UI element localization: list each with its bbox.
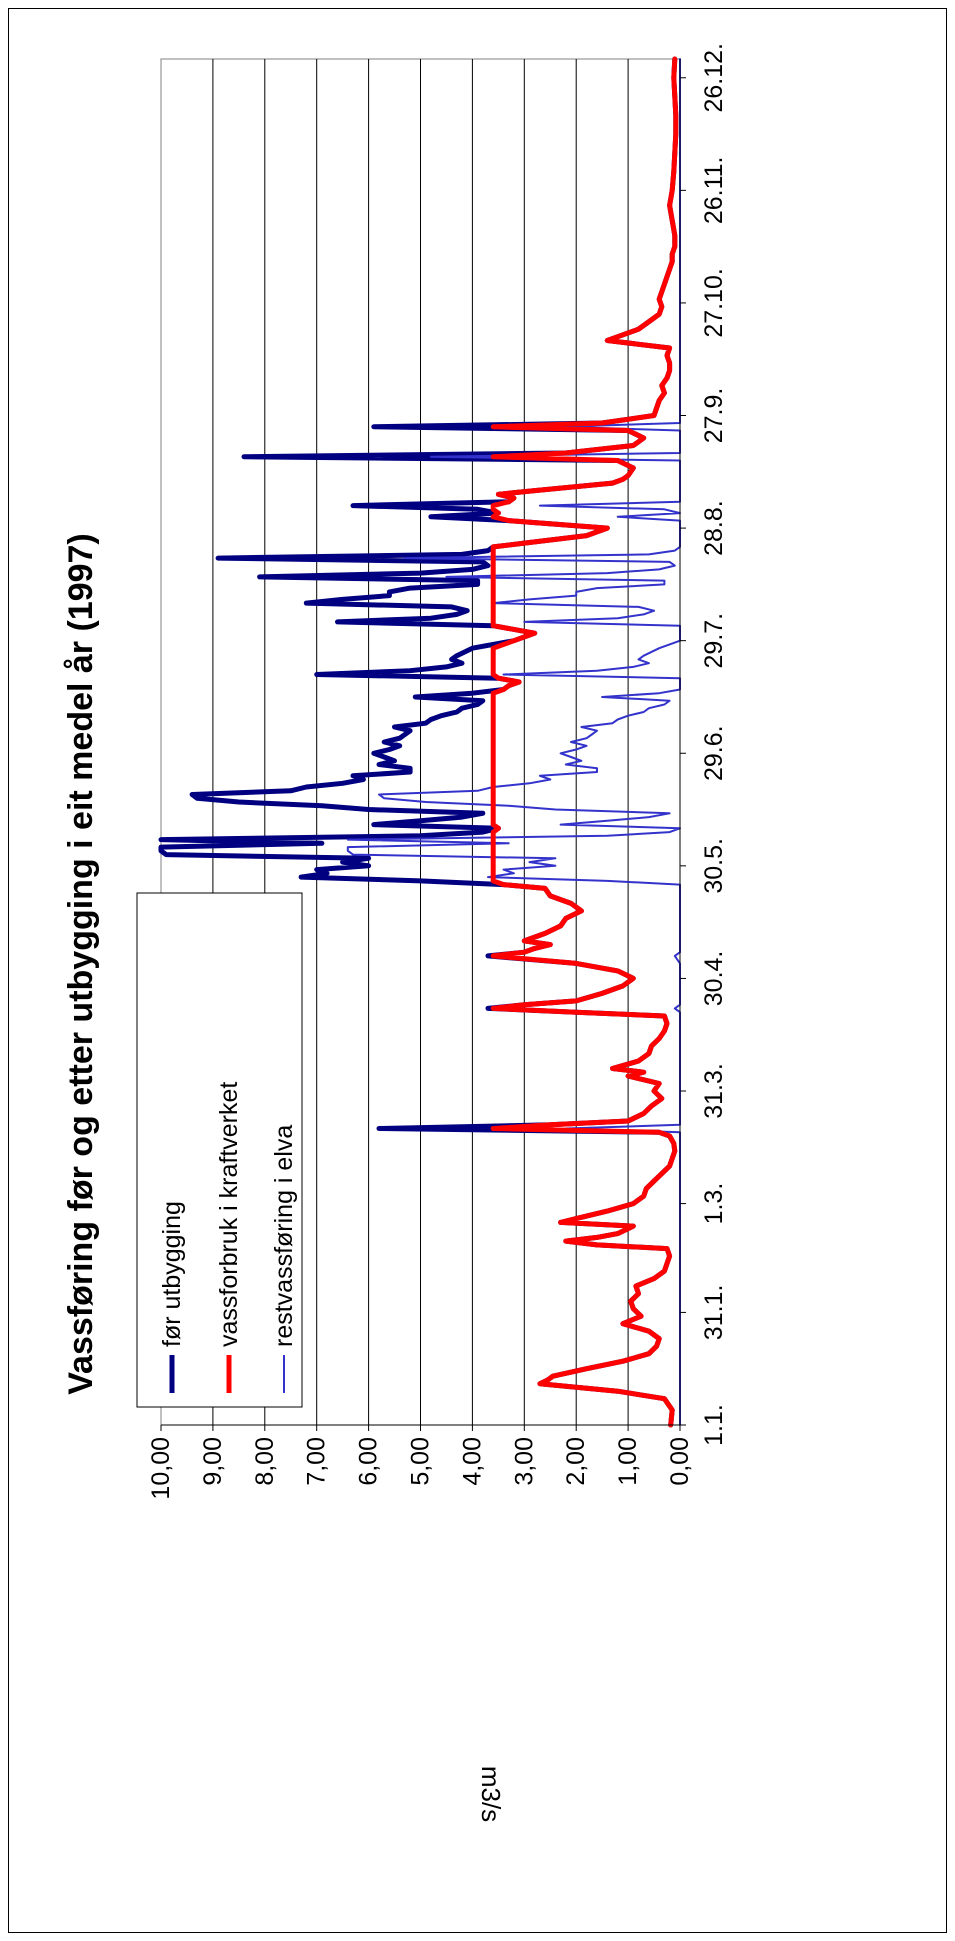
y-tick-label: 3,00 <box>510 1437 538 1486</box>
legend-label: restvassføring i elva <box>270 1125 298 1347</box>
legend-label: før utbygging <box>158 1201 186 1347</box>
axes: 0,00 1,00 2,00 3,00 4,00 5,00 6,00 7,00 8,00 9,00… <box>147 43 728 1500</box>
titles: Vassføring før og etter utbygging i eit … <box>62 533 506 1822</box>
legend-label: vassforbruk i kraftverket <box>215 1082 243 1347</box>
y-tick-label: 9,00 <box>199 1437 227 1486</box>
x-tick-label: 26.12. <box>700 43 728 113</box>
x-tick-label: 27.10. <box>700 268 728 338</box>
y-tick-label: 4,00 <box>458 1437 486 1486</box>
series-line <box>490 56 679 1428</box>
x-tick-label: 30.5. <box>700 838 728 894</box>
y-tick-label: 2,00 <box>562 1437 590 1486</box>
y-tick-label: 1,00 <box>614 1437 642 1486</box>
chart-frame: 0,00 1,00 2,00 3,00 4,00 5,00 6,00 7,00 8,00 9,00… <box>8 8 947 1933</box>
y-tick-label: 10,00 <box>147 1437 175 1500</box>
y-axis-label: m3/s <box>476 1766 506 1822</box>
x-tick-label: 29.6. <box>700 725 728 781</box>
x-tick-label: 30.4. <box>700 951 728 1007</box>
y-tick-label: 7,00 <box>303 1437 331 1486</box>
x-tick-label: 1.3. <box>700 1183 728 1225</box>
y-tick-label: 5,00 <box>407 1437 435 1486</box>
chart-svg: 0,00 1,00 2,00 3,00 4,00 5,00 6,00 7,00 8,00 9,00… <box>62 43 728 1822</box>
x-tick-label: 31.3. <box>700 1063 728 1119</box>
x-tick-label: 1.1. <box>700 1404 728 1446</box>
x-tick-label: 28.8. <box>700 500 728 556</box>
y-tick-label: 0,00 <box>666 1437 694 1486</box>
x-tick-label: 29.7. <box>700 613 728 669</box>
x-tick-label: 31.1. <box>700 1285 728 1341</box>
legend: før utbygging vassforbruk i kraftverket re… <box>136 892 303 1408</box>
y-tick-label: 8,00 <box>251 1437 279 1486</box>
chart-title: Vassføring før og etter utbygging i eit … <box>62 533 100 1395</box>
x-tick-label: 26.11. <box>700 157 728 225</box>
x-tick-label: 27.9. <box>700 388 728 444</box>
legend-box <box>136 892 303 1408</box>
y-tick-label: 6,00 <box>355 1437 383 1486</box>
